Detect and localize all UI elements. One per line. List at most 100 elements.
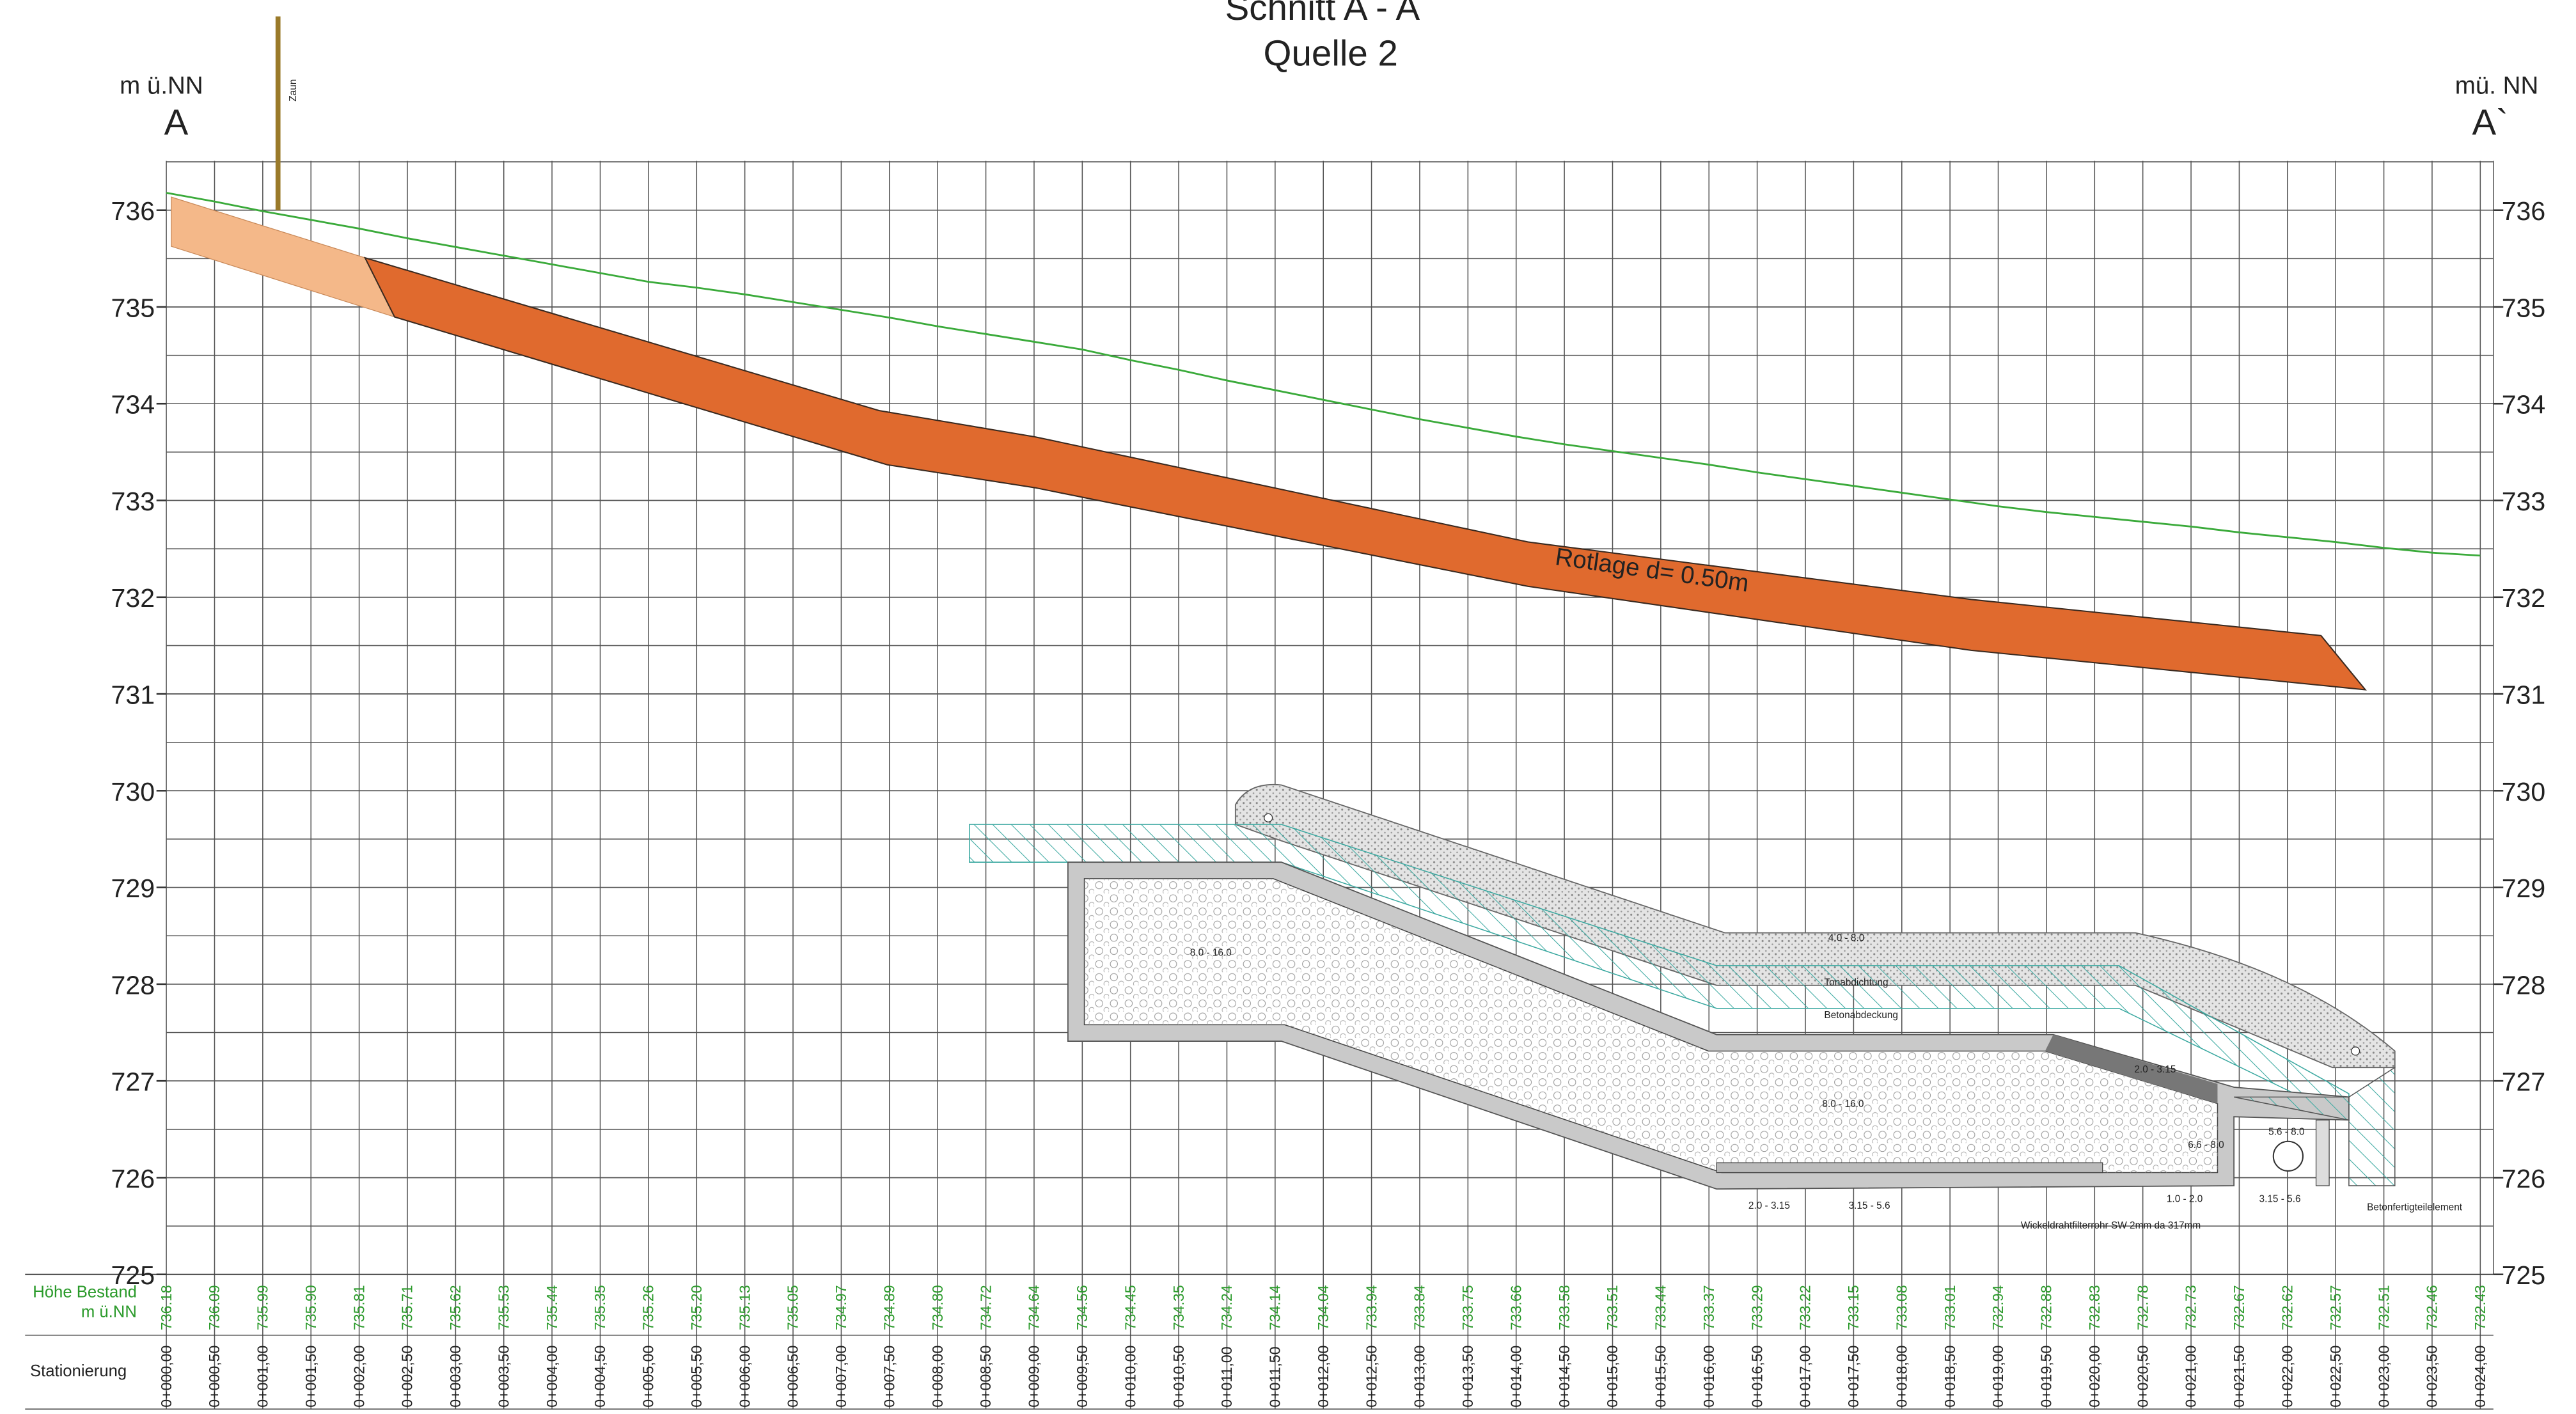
station-value: 0+009,50 (1074, 1346, 1090, 1408)
height-value: 735.20 (688, 1285, 705, 1330)
y-tick-label: 725 (2502, 1261, 2546, 1290)
station-value: 0+003,00 (447, 1346, 464, 1408)
height-value: 733.01 (1942, 1285, 1958, 1330)
right-mark: A` (2472, 102, 2508, 143)
label: 5.6 - 8.0 (2268, 1126, 2304, 1137)
station-value: 0+007,00 (833, 1346, 849, 1408)
station-value: 0+015,50 (1653, 1346, 1669, 1408)
station-value: 0+003,50 (495, 1346, 512, 1408)
station-value: 0+016,00 (1700, 1346, 1717, 1408)
station-value: 0+001,00 (255, 1346, 271, 1408)
label: Wickeldrahtfilterrohr SW 2mm da 317mm (2021, 1220, 2201, 1231)
station-value: 0+020,00 (2086, 1346, 2103, 1408)
height-value: 732.43 (2472, 1285, 2488, 1330)
y-tick-label: 726 (2502, 1164, 2546, 1193)
height-value: 732.88 (2038, 1285, 2055, 1330)
height-value: 734.72 (977, 1285, 994, 1330)
station-value: 0+007,50 (881, 1346, 897, 1408)
y-tick-label: 732 (2502, 583, 2546, 613)
height-value: 735.90 (302, 1285, 319, 1330)
height-value: 734.80 (929, 1285, 946, 1330)
station-value: 0+024,00 (2472, 1346, 2488, 1408)
height-value: 734.45 (1122, 1285, 1138, 1330)
height-value: 733.66 (1507, 1285, 1524, 1330)
height-value: 734.04 (1315, 1285, 1331, 1330)
height-value: 732.51 (2375, 1285, 2392, 1330)
station-value: 0+013,50 (1459, 1346, 1476, 1408)
y-tick-label: 734 (2502, 390, 2546, 420)
height-value: 735.62 (447, 1285, 464, 1330)
height-value: 734.35 (1170, 1285, 1187, 1330)
station-value: 0+012,00 (1315, 1346, 1331, 1408)
structure-labels: 4.0 - 8.0 Tonabdichtung Betonabdeckung 8… (1190, 932, 2463, 1230)
station-value: 0+000,50 (206, 1346, 223, 1408)
y-tick-label: 731 (111, 680, 155, 709)
station-value: 0+009,00 (1026, 1346, 1042, 1408)
fence-label: Zaun (288, 79, 299, 102)
y-tick-label: 725 (111, 1261, 155, 1290)
top-soil (363, 256, 2367, 691)
label: 4.0 - 8.0 (1828, 932, 1864, 943)
label: Betonfertigteilelement (2367, 1202, 2463, 1213)
height-value: 733.37 (1700, 1285, 1717, 1330)
height-value: 732.57 (2327, 1285, 2344, 1330)
height-value: 732.94 (1990, 1285, 2006, 1330)
height-value: 733.75 (1459, 1285, 1476, 1330)
height-value: 732.73 (2183, 1285, 2199, 1330)
y-tick-label: 729 (2502, 874, 2546, 903)
station-value: 0+017,50 (1845, 1346, 1862, 1408)
station-value: 0+001,50 (302, 1346, 319, 1408)
height-value: 734.64 (1026, 1285, 1042, 1330)
station-value: 0+021,50 (2231, 1346, 2247, 1408)
label: 3.15 - 5.6 (2259, 1194, 2301, 1205)
station-value: 0+014,00 (1507, 1346, 1524, 1408)
station-value: 0+021,00 (2183, 1346, 2199, 1408)
y-tick-label: 729 (111, 874, 155, 903)
station-value: 0+017,00 (1797, 1346, 1814, 1408)
height-value: 735.05 (785, 1285, 801, 1330)
height-label: Höhe Bestand (33, 1284, 137, 1301)
label: 2.0 - 3.15 (1748, 1200, 1790, 1211)
y-tick-label: 727 (111, 1067, 155, 1097)
label: 8.0 - 16.0 (1822, 1099, 1864, 1110)
height-value: 734.24 (1218, 1285, 1235, 1330)
left-mark: A (164, 102, 189, 143)
y-tick-label: 733 (2502, 487, 2546, 516)
height-value: 735.53 (495, 1285, 512, 1330)
station-value: 0+000,00 (158, 1346, 175, 1408)
station-value: 0+020,50 (2134, 1346, 2151, 1408)
label: Tonabdichtung (1824, 977, 1888, 988)
height-value: 732.62 (2279, 1285, 2296, 1330)
height-value: 733.08 (1893, 1285, 1910, 1330)
left-unit: m ü.NN (120, 72, 203, 99)
ground-line (166, 192, 2481, 557)
height-value: 732.67 (2231, 1285, 2247, 1330)
height-value: 735.13 (736, 1285, 753, 1330)
station-value: 0+005,50 (688, 1346, 705, 1408)
station-value: 0+016,50 (1748, 1346, 1765, 1408)
y-tick-label: 730 (111, 777, 155, 806)
station-value: 0+004,50 (592, 1346, 608, 1408)
y-tick-label: 736 (2502, 196, 2546, 226)
height-value: 735.26 (640, 1285, 657, 1330)
station-value: 0+018,00 (1893, 1346, 1910, 1408)
station-value: 0+011,00 (1218, 1346, 1235, 1407)
station-value: 0+002,50 (399, 1346, 416, 1408)
station-value: 0+004,00 (544, 1346, 560, 1408)
height-value: 735.44 (544, 1285, 560, 1330)
height-value: 734.14 (1267, 1285, 1284, 1330)
height-value: 733.84 (1411, 1285, 1428, 1330)
subtitle: Quelle 2 (1264, 33, 1398, 74)
right-unit: mü. NN (2455, 72, 2538, 99)
y-tick-label: 728 (111, 970, 155, 1000)
height-value: 736.09 (206, 1285, 223, 1330)
spring-structure (969, 783, 2396, 1190)
station-value: 0+010,00 (1122, 1346, 1138, 1408)
height-value: 733.22 (1797, 1285, 1814, 1330)
height-value: 736.18 (158, 1285, 175, 1330)
label: 3.15 - 5.6 (1849, 1200, 1890, 1211)
station-value: 0+008,00 (929, 1346, 946, 1408)
station-value: 0+010,50 (1170, 1346, 1187, 1408)
height-value: 735.81 (350, 1285, 367, 1330)
